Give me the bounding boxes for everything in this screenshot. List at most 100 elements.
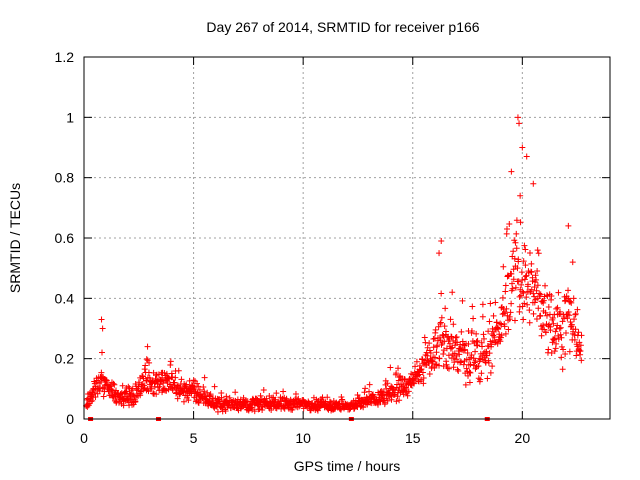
data-point — [431, 365, 438, 372]
data-point — [503, 305, 510, 312]
data-point — [447, 345, 454, 352]
data-point — [288, 404, 295, 411]
data-point — [484, 375, 491, 382]
data-point — [362, 385, 369, 392]
data-point — [422, 339, 429, 346]
data-point — [535, 250, 542, 257]
data-point — [509, 280, 516, 287]
data-point — [437, 319, 444, 326]
data-point — [535, 305, 542, 312]
data-point — [549, 315, 556, 322]
x-tick-label: 5 — [190, 430, 198, 446]
data-point — [457, 359, 464, 366]
axis-layer: 0 0.2 0.4 0.6 0.8 1 1.2 0 5 10 15 20 — [55, 49, 610, 446]
data-point — [578, 357, 585, 364]
data-point — [523, 153, 530, 160]
data-point — [146, 359, 153, 366]
data-point — [537, 312, 544, 319]
data-point — [519, 277, 526, 284]
x-axis-label: GPS time / hours — [294, 458, 401, 474]
data-point — [324, 394, 331, 401]
data-point — [467, 361, 474, 368]
data-point — [488, 341, 495, 348]
data-point — [479, 313, 486, 320]
data-point — [468, 351, 475, 358]
data-point — [515, 278, 522, 285]
data-point — [512, 284, 519, 291]
data-point — [201, 374, 208, 381]
data-point — [530, 290, 537, 297]
data-point — [467, 369, 474, 376]
data-point — [552, 328, 559, 335]
data-point — [464, 349, 471, 356]
data-point — [553, 340, 560, 347]
data-point — [394, 381, 401, 388]
data-point — [475, 375, 482, 382]
data-point — [419, 356, 426, 363]
data-point — [510, 248, 517, 255]
data-point — [516, 293, 523, 300]
data-point — [501, 323, 508, 330]
data-point — [354, 391, 361, 398]
data-point — [516, 308, 523, 315]
y-tick-label: 0.6 — [55, 230, 75, 246]
data-point — [489, 363, 496, 370]
data-point — [196, 386, 203, 393]
data-point — [514, 265, 521, 272]
data-point — [440, 351, 447, 358]
data-point — [384, 380, 391, 387]
data-point — [384, 397, 391, 404]
data-point — [132, 398, 139, 405]
data-point — [528, 286, 535, 293]
data-point — [98, 349, 105, 356]
data-point — [420, 380, 427, 387]
data-point — [117, 391, 124, 398]
data-point — [559, 318, 566, 325]
data-point — [562, 350, 569, 357]
data-point — [518, 269, 525, 276]
data-point — [259, 407, 266, 414]
data-point — [222, 407, 229, 414]
data-point — [521, 276, 528, 283]
data-point — [509, 285, 516, 292]
data-point — [474, 337, 481, 344]
data-point — [466, 379, 473, 386]
data-point — [558, 354, 565, 361]
data-point — [554, 304, 561, 311]
data-point — [570, 295, 577, 302]
data-point — [420, 374, 427, 381]
data-point — [557, 331, 564, 338]
data-point — [200, 383, 207, 390]
data-point — [249, 406, 256, 413]
data-point — [548, 293, 555, 300]
data-point — [479, 343, 486, 350]
data-point — [555, 332, 562, 339]
x-tick-label: 0 — [80, 430, 88, 446]
data-point — [558, 334, 565, 341]
data-point — [528, 260, 535, 267]
data-point — [431, 354, 438, 361]
data-point — [257, 392, 264, 399]
data-point — [460, 361, 467, 368]
data-point — [506, 220, 513, 227]
data-point — [426, 371, 433, 378]
data-point — [458, 328, 465, 335]
data-point — [366, 388, 373, 395]
y-tick-label: 0.8 — [55, 170, 75, 186]
data-point — [551, 348, 558, 355]
data-point — [444, 365, 451, 372]
data-point — [542, 309, 549, 316]
data-point — [502, 330, 509, 337]
data-point — [370, 393, 377, 400]
data-point — [153, 391, 160, 398]
data-point — [557, 324, 564, 331]
data-point — [513, 217, 520, 224]
x-tick-label: 15 — [405, 430, 421, 446]
data-point — [502, 288, 509, 295]
data-point — [438, 314, 445, 321]
data-point — [530, 180, 537, 187]
data-point — [195, 383, 202, 390]
data-point — [491, 339, 498, 346]
data-point — [578, 332, 585, 339]
data-point — [465, 341, 472, 348]
